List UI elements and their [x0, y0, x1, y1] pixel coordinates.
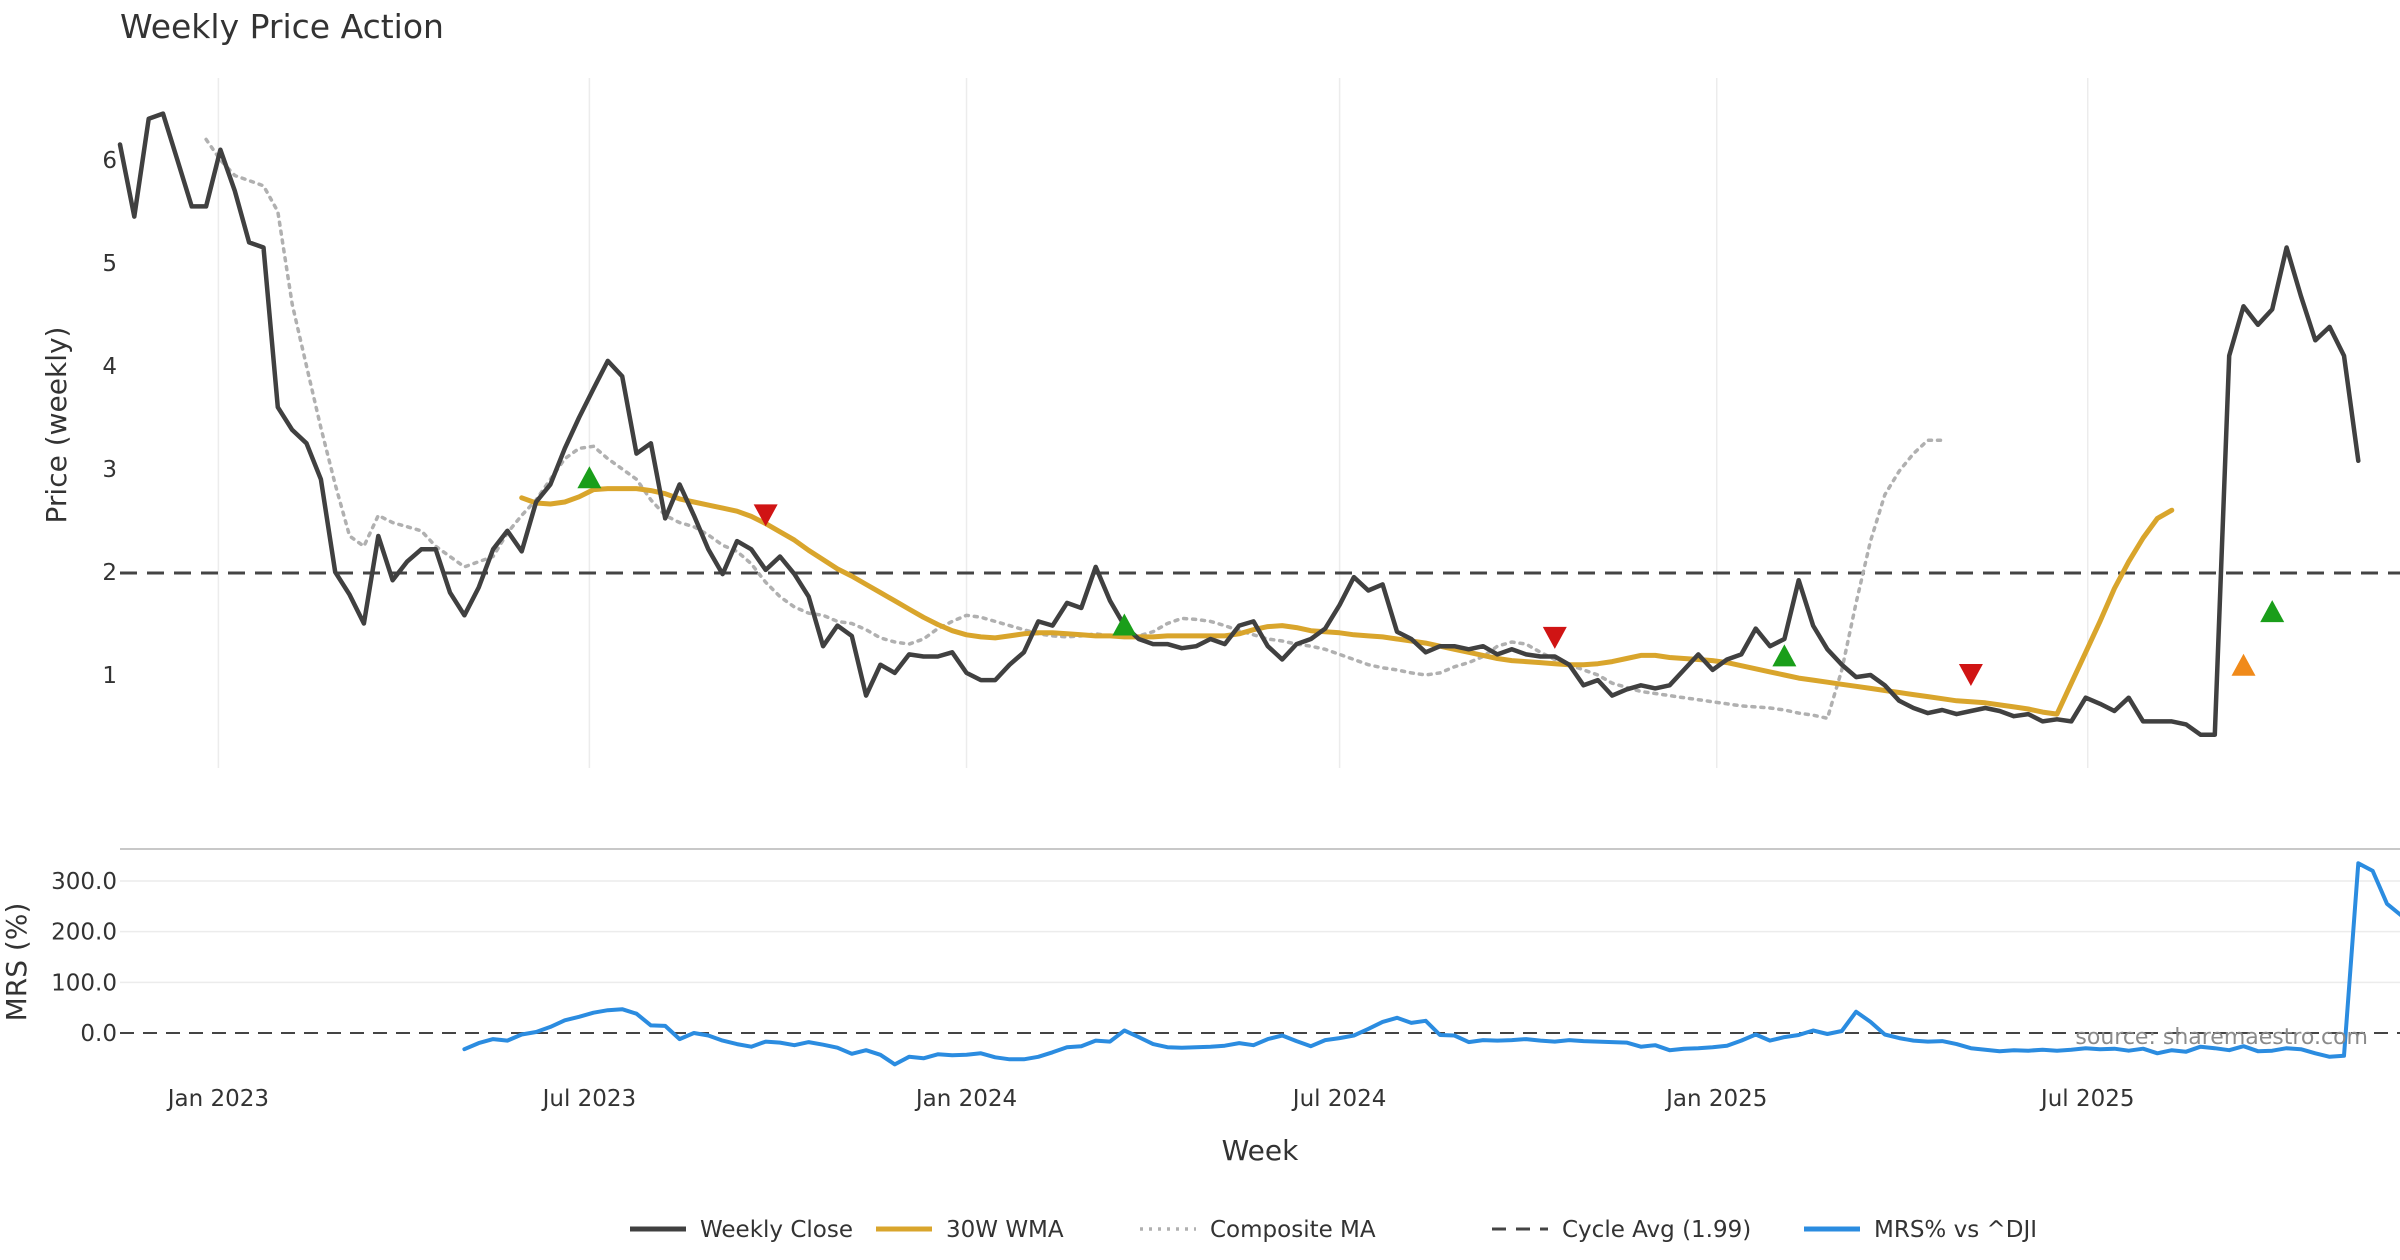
mrs-y-tick-label: 100.0 — [51, 970, 117, 996]
x-axis-ticks: Jan 2023 Jul 2023 Jan 2024 Jul 2024 Jan 2025… — [166, 1086, 2135, 1112]
mrs-y-axis-title: MRS (%) — [0, 903, 33, 1022]
source-note: source: sharemaestro.com — [2075, 1025, 2368, 1050]
mrs-y-tick-label: 300.0 — [51, 869, 117, 895]
price-panel: 1 2 3 4 5 6 Price (weekly) — [40, 78, 2400, 768]
x-tick-label: Jul 2024 — [1291, 1086, 1387, 1112]
buy-signal-marker — [2231, 653, 2256, 676]
buy-signal-marker — [1112, 613, 1137, 636]
price-y-ticks: 1 2 3 4 5 6 — [102, 148, 117, 689]
buy-signal-marker — [577, 466, 602, 489]
legend-label: Cycle Avg (1.99) — [1562, 1217, 1751, 1243]
price-y-axis-title: Price (weekly) — [40, 327, 73, 524]
legend: Weekly Close 30W WMA Composite MA Cycle Avg… — [630, 1217, 2037, 1243]
price-grid — [217, 78, 2089, 768]
sell-signal-marker — [753, 504, 778, 527]
series-line-composite-ma — [204, 137, 1944, 721]
legend-label: MRS% vs ^DJI — [1874, 1217, 2037, 1243]
x-tick-label: Jan 2025 — [1664, 1086, 1767, 1112]
series-line-weekly-close — [117, 111, 2361, 737]
legend-label: 30W WMA — [946, 1217, 1064, 1243]
mrs-y-tick-label: 0.0 — [80, 1021, 117, 1047]
mrs-grid — [120, 880, 2400, 984]
price-y-tick-label: 3 — [102, 457, 117, 483]
legend-item: Cycle Avg (1.99) — [1492, 1217, 1751, 1243]
mrs-y-ticks: 0.0 100.0 200.0 300.0 — [51, 869, 117, 1047]
legend-item: MRS% vs ^DJI — [1804, 1217, 2037, 1243]
mrs-series — [462, 861, 2400, 1067]
sell-signal-marker — [1542, 626, 1567, 649]
x-tick-label: Jan 2024 — [914, 1086, 1017, 1112]
price-y-tick-label: 2 — [102, 560, 117, 586]
x-axis-title: Week — [1222, 1134, 1299, 1167]
price-y-tick-label: 5 — [102, 251, 117, 277]
legend-item: Weekly Close — [630, 1217, 853, 1243]
price-y-tick-label: 1 — [102, 663, 117, 689]
legend-label: Composite MA — [1210, 1217, 1376, 1243]
x-tick-label: Jan 2023 — [166, 1086, 269, 1112]
series-line-mrs-vs-dji — [462, 861, 2400, 1067]
legend-item: 30W WMA — [876, 1217, 1064, 1243]
mrs-y-tick-label: 200.0 — [51, 920, 117, 946]
price-series — [117, 111, 2361, 737]
price-y-tick-label: 4 — [102, 354, 117, 380]
buy-signal-marker — [2260, 600, 2285, 623]
legend-label: Weekly Close — [700, 1217, 853, 1243]
chart-title: Weekly Price Action — [120, 7, 444, 46]
legend-item: Composite MA — [1140, 1217, 1376, 1243]
series-line-30w-wma — [519, 486, 2175, 717]
buy-signal-marker — [1772, 644, 1797, 667]
price-y-tick-label: 6 — [102, 148, 117, 174]
signal-markers — [577, 466, 2285, 686]
x-tick-label: Jul 2023 — [541, 1086, 637, 1112]
mrs-panel: 0.0 100.0 200.0 300.0 MRS (%) source: share… — [0, 861, 2400, 1067]
x-tick-label: Jul 2025 — [2039, 1086, 2135, 1112]
sell-signal-marker — [1958, 664, 1983, 686]
